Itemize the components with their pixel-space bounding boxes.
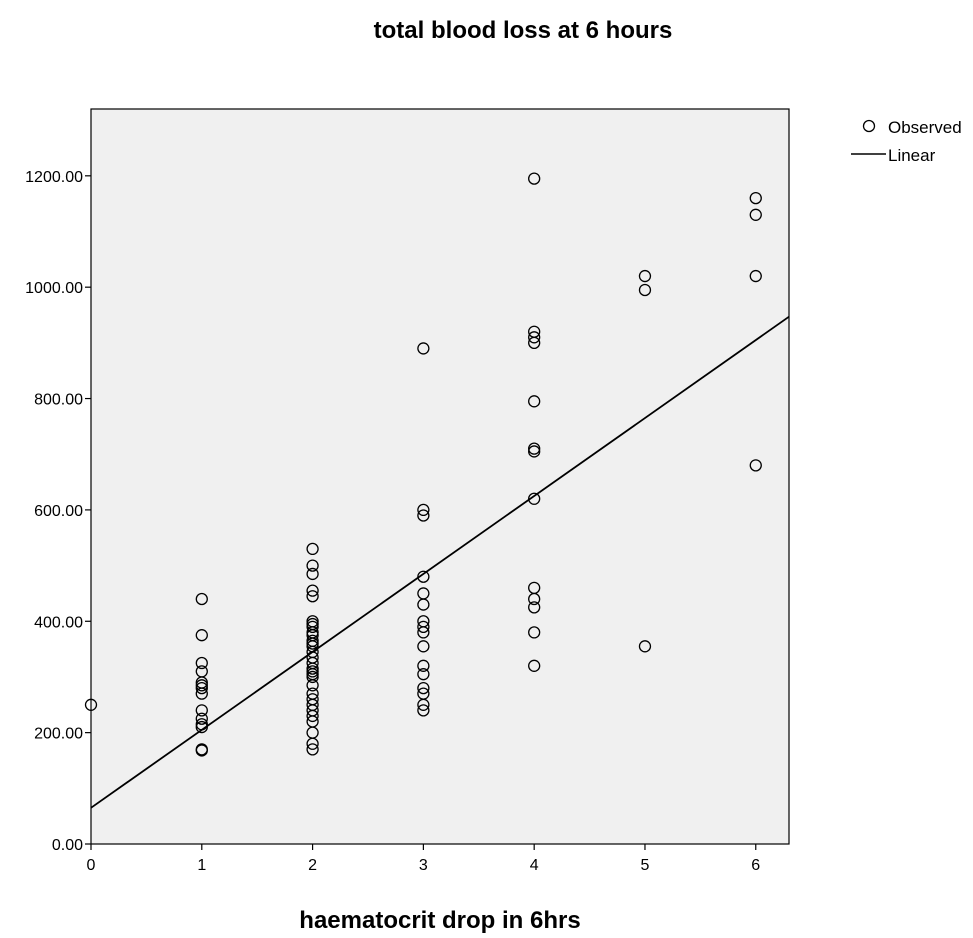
chart-title: total blood loss at 6 hours	[374, 17, 673, 44]
y-tick-label: 1000.00	[25, 280, 83, 297]
observed-point	[417, 640, 430, 653]
observed-point	[195, 720, 208, 734]
observed-point	[195, 592, 208, 606]
observed-point	[195, 656, 208, 670]
observed-point	[417, 509, 430, 522]
observed-point	[528, 626, 541, 639]
observed-point	[749, 459, 762, 472]
observed-point	[417, 342, 430, 355]
legend-observed-marker	[862, 119, 876, 133]
observed-point	[749, 191, 762, 205]
y-tick-label: 800.00	[34, 392, 83, 409]
y-axis: 0.00 200.00 400.00 600.00 800.00 1000.00 1200.…	[25, 169, 91, 854]
observed-point	[195, 744, 208, 757]
observed-point	[195, 718, 208, 731]
legend: Observed Linear	[851, 118, 962, 165]
observed-point	[417, 681, 430, 695]
legend-linear-label: Linear	[888, 146, 936, 165]
observed-point	[306, 665, 319, 678]
observed-point	[195, 704, 208, 717]
observed-point	[306, 637, 319, 650]
observed-point	[528, 492, 541, 505]
observed-point	[528, 336, 541, 350]
observed-points-layer	[84, 172, 762, 757]
observed-point	[528, 331, 541, 344]
y-tick-label: 0.00	[52, 837, 83, 854]
observed-point	[195, 687, 208, 700]
x-axis-label: haematocrit drop in 6hrs	[299, 907, 580, 934]
x-tick-label: 6	[751, 857, 760, 874]
x-tick-label: 2	[308, 857, 317, 874]
x-tick-label: 3	[419, 857, 428, 874]
observed-point	[306, 743, 319, 756]
observed-point	[417, 668, 430, 681]
y-tick-label: 600.00	[34, 503, 83, 520]
observed-point	[195, 712, 208, 725]
y-tick-label: 1200.00	[25, 169, 83, 186]
observed-point	[528, 659, 541, 672]
observed-point	[306, 709, 319, 723]
observed-point	[306, 737, 319, 750]
observed-point	[195, 679, 208, 692]
x-axis: 0 1 2 3 4 5 6	[87, 844, 760, 874]
observed-point	[417, 598, 430, 611]
observed-point	[306, 679, 319, 692]
observed-point	[417, 570, 430, 583]
observed-point	[306, 584, 319, 597]
x-tick-label: 4	[530, 857, 539, 874]
observed-point	[638, 269, 652, 283]
plot-area	[90, 108, 790, 845]
observed-point	[528, 442, 541, 455]
observed-point	[306, 559, 319, 572]
observed-point	[417, 704, 430, 717]
observed-point	[417, 659, 430, 672]
observed-point	[749, 269, 762, 283]
observed-point	[195, 681, 208, 695]
observed-point	[528, 172, 541, 185]
y-tick-label: 400.00	[34, 614, 83, 631]
observed-point	[417, 620, 430, 633]
observed-point	[306, 620, 319, 633]
observed-point	[84, 698, 98, 711]
x-tick-label: 5	[641, 857, 650, 874]
x-tick-label: 1	[197, 857, 206, 874]
observed-point	[528, 445, 541, 458]
legend-observed-label: Observed	[888, 118, 962, 137]
observed-point	[417, 626, 430, 639]
observed-point	[195, 629, 208, 642]
observed-point	[306, 670, 319, 684]
observed-point	[638, 283, 652, 297]
observed-point	[306, 567, 319, 581]
observed-point	[528, 601, 541, 614]
y-tick-label: 200.00	[34, 726, 83, 743]
observed-point	[638, 640, 652, 653]
observed-point	[417, 698, 430, 711]
observed-point	[417, 503, 430, 517]
observed-point	[306, 662, 319, 675]
observed-point	[528, 592, 541, 606]
observed-point	[749, 208, 762, 221]
observed-point	[528, 395, 541, 408]
x-tick-label: 0	[87, 857, 96, 874]
observed-point	[306, 542, 319, 556]
observed-point	[306, 590, 319, 603]
